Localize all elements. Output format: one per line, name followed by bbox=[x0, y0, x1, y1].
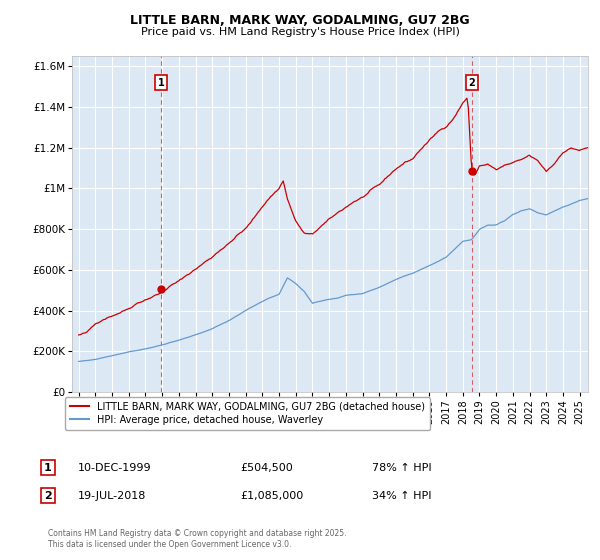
Text: £1,085,000: £1,085,000 bbox=[240, 491, 303, 501]
Text: Contains HM Land Registry data © Crown copyright and database right 2025.
This d: Contains HM Land Registry data © Crown c… bbox=[48, 529, 347, 549]
Text: £504,500: £504,500 bbox=[240, 463, 293, 473]
Text: 2: 2 bbox=[44, 491, 52, 501]
Text: Price paid vs. HM Land Registry's House Price Index (HPI): Price paid vs. HM Land Registry's House … bbox=[140, 27, 460, 37]
Text: 19-JUL-2018: 19-JUL-2018 bbox=[78, 491, 146, 501]
Text: LITTLE BARN, MARK WAY, GODALMING, GU7 2BG: LITTLE BARN, MARK WAY, GODALMING, GU7 2B… bbox=[130, 14, 470, 27]
Legend: LITTLE BARN, MARK WAY, GODALMING, GU7 2BG (detached house), HPI: Average price, : LITTLE BARN, MARK WAY, GODALMING, GU7 2B… bbox=[65, 397, 430, 430]
Text: 34% ↑ HPI: 34% ↑ HPI bbox=[372, 491, 431, 501]
Text: 1: 1 bbox=[44, 463, 52, 473]
Text: 78% ↑ HPI: 78% ↑ HPI bbox=[372, 463, 431, 473]
Text: 1: 1 bbox=[158, 78, 164, 88]
Text: 2: 2 bbox=[469, 78, 475, 88]
Text: 10-DEC-1999: 10-DEC-1999 bbox=[78, 463, 152, 473]
